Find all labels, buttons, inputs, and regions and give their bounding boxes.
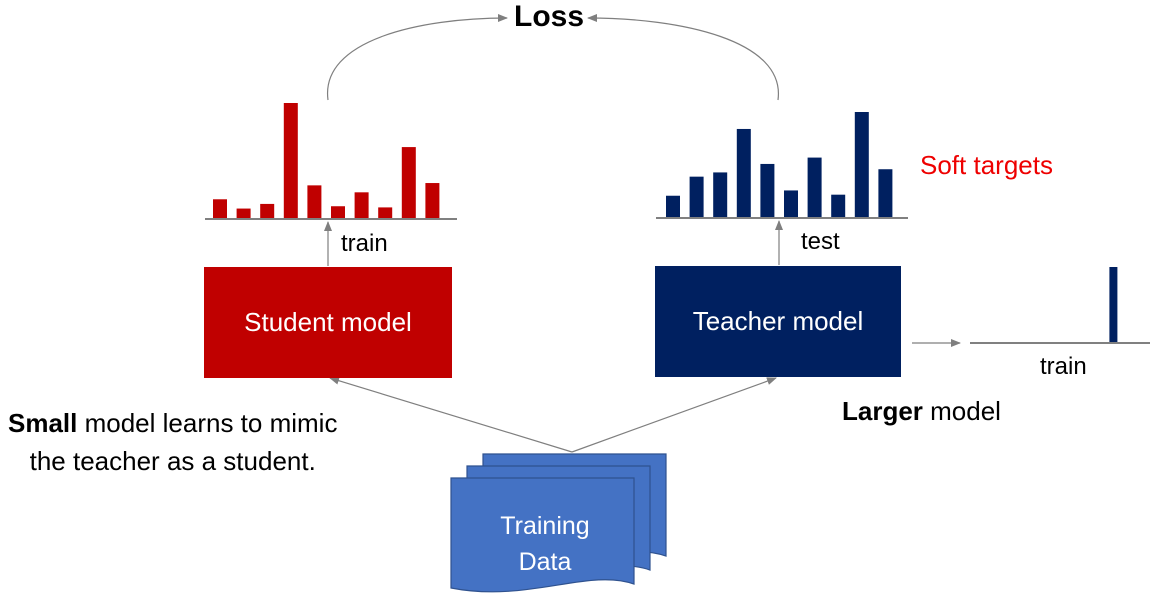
teacher-soft-bar-8 bbox=[831, 194, 846, 218]
training-data-line2: Data bbox=[518, 548, 572, 576]
small-model-caption: Small model learns to mimic the teacher a… bbox=[8, 404, 337, 480]
teacher-soft-bar-2 bbox=[689, 176, 704, 218]
student-bar-7 bbox=[354, 192, 369, 219]
training-data-documents bbox=[450, 453, 667, 593]
larger-caption-rest: model bbox=[922, 396, 1001, 426]
student-train-label: train bbox=[341, 230, 388, 257]
teacher-soft-bar-6 bbox=[784, 190, 798, 218]
student-bar-4 bbox=[283, 103, 298, 219]
teacher-soft-bar-3 bbox=[713, 172, 728, 218]
student-bar-6 bbox=[331, 206, 345, 219]
hard-target-distribution bbox=[1109, 267, 1118, 343]
teacher-soft-bar-5 bbox=[760, 163, 775, 218]
document-front bbox=[450, 477, 635, 593]
larger-caption-bold: Larger bbox=[842, 396, 923, 426]
hard-target-bar-10 bbox=[1109, 267, 1118, 343]
teacher-test-label: test bbox=[801, 228, 840, 255]
student-model-label: Student model bbox=[244, 307, 412, 337]
soft-targets-label: Soft targets bbox=[920, 150, 1053, 180]
teacher-soft-bar-4 bbox=[736, 128, 751, 218]
teacher-soft-target-distribution bbox=[666, 112, 893, 218]
student-to-loss-arrow bbox=[327, 14, 508, 101]
teacher-soft-bar-7 bbox=[807, 157, 822, 218]
teacher-soft-bar-10 bbox=[878, 169, 893, 218]
teacher-model-label: Teacher model bbox=[692, 306, 864, 336]
training-data-label: Training Data bbox=[470, 508, 620, 580]
student-bar-5 bbox=[307, 185, 322, 219]
hard-target-train-label: train bbox=[1040, 353, 1087, 380]
student-bar-9 bbox=[401, 147, 416, 219]
teacher-model-box: Teacher model bbox=[655, 266, 901, 377]
teacher-soft-bar-9 bbox=[854, 112, 869, 218]
student-bar-10 bbox=[425, 183, 440, 219]
teacher-soft-bar-1 bbox=[666, 195, 680, 218]
teacher-to-loss-arrow bbox=[587, 14, 779, 101]
training-data-line1: Training bbox=[500, 512, 590, 540]
student-output-distribution bbox=[213, 103, 440, 219]
student-model-box: Student model bbox=[204, 267, 452, 378]
data-to-teacher-arrow bbox=[571, 377, 777, 453]
small-caption-line2: the teacher as a student. bbox=[29, 446, 316, 476]
larger-model-caption: Larger model bbox=[842, 396, 1001, 427]
student-bar-1 bbox=[213, 199, 227, 219]
small-caption-bold: Small bbox=[8, 408, 78, 438]
student-bar-2 bbox=[236, 208, 251, 219]
small-caption-line1: model learns to mimic bbox=[77, 408, 338, 438]
loss-label: Loss bbox=[514, 0, 585, 33]
student-bar-3 bbox=[260, 203, 275, 219]
data-to-student-arrow bbox=[329, 376, 573, 453]
student-bar-8 bbox=[378, 207, 393, 219]
